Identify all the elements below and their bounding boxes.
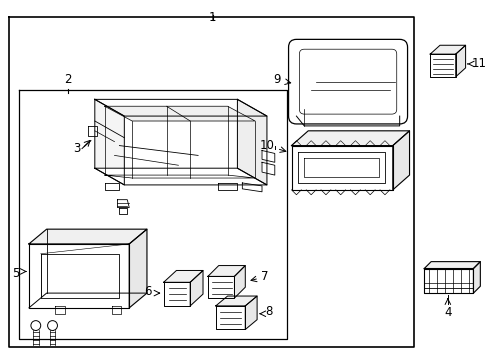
- Text: 9: 9: [273, 73, 280, 86]
- Polygon shape: [119, 207, 127, 215]
- Polygon shape: [104, 175, 255, 178]
- Polygon shape: [304, 158, 378, 177]
- Polygon shape: [190, 270, 203, 306]
- Text: 11: 11: [470, 58, 486, 71]
- Circle shape: [47, 321, 57, 330]
- Polygon shape: [429, 54, 455, 77]
- Polygon shape: [429, 45, 465, 54]
- Polygon shape: [117, 200, 129, 207]
- Polygon shape: [29, 244, 129, 308]
- Polygon shape: [424, 262, 479, 269]
- Polygon shape: [129, 229, 146, 308]
- Polygon shape: [104, 106, 255, 121]
- Polygon shape: [163, 270, 203, 282]
- Polygon shape: [29, 229, 146, 244]
- Polygon shape: [291, 145, 392, 190]
- Polygon shape: [41, 254, 119, 298]
- Polygon shape: [245, 296, 257, 329]
- Text: 6: 6: [144, 285, 152, 298]
- Polygon shape: [207, 266, 245, 276]
- Polygon shape: [455, 45, 465, 77]
- Text: 7: 7: [261, 270, 268, 283]
- FancyBboxPatch shape: [288, 39, 407, 124]
- Polygon shape: [95, 168, 266, 185]
- Polygon shape: [242, 183, 262, 192]
- Polygon shape: [215, 296, 257, 306]
- Text: 3: 3: [73, 142, 80, 155]
- Polygon shape: [472, 262, 479, 293]
- Polygon shape: [237, 99, 266, 185]
- Polygon shape: [95, 99, 266, 116]
- Polygon shape: [95, 99, 124, 185]
- Polygon shape: [392, 131, 408, 190]
- Text: 10: 10: [260, 139, 274, 152]
- Polygon shape: [55, 306, 65, 314]
- Polygon shape: [234, 266, 245, 298]
- Text: 2: 2: [64, 73, 72, 86]
- Polygon shape: [217, 183, 237, 190]
- Polygon shape: [291, 131, 408, 145]
- Polygon shape: [163, 282, 190, 306]
- Polygon shape: [207, 276, 234, 298]
- Polygon shape: [298, 153, 384, 183]
- Polygon shape: [88, 126, 97, 136]
- Text: 4: 4: [443, 306, 451, 319]
- Text: 1: 1: [209, 11, 216, 24]
- Text: 5: 5: [12, 267, 19, 280]
- Circle shape: [31, 321, 41, 330]
- Polygon shape: [262, 162, 274, 175]
- Polygon shape: [215, 306, 245, 329]
- Polygon shape: [111, 306, 121, 314]
- Polygon shape: [262, 150, 274, 162]
- Text: 8: 8: [264, 305, 272, 318]
- Polygon shape: [104, 183, 119, 190]
- Polygon shape: [424, 269, 472, 293]
